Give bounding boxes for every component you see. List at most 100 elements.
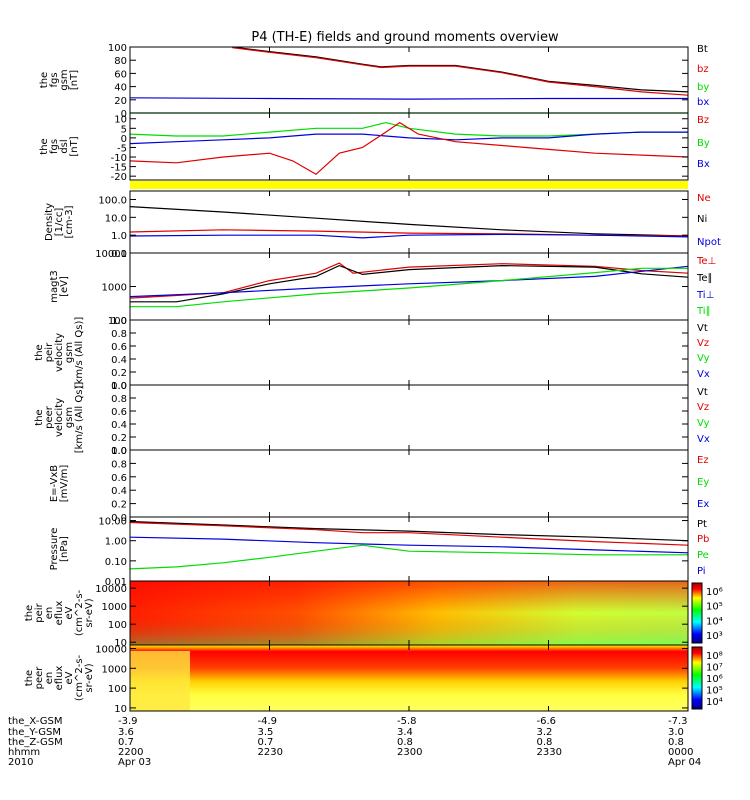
y-tick-label: 5	[121, 124, 127, 135]
y-tick-label: 100	[108, 316, 127, 327]
y-axis-label: (cm^2-s-	[74, 654, 85, 701]
legend-entry: Ey	[697, 477, 709, 488]
footer-value: -3.9	[118, 716, 138, 727]
legend-entry: Vy	[697, 353, 710, 364]
legend-entry: Pb	[697, 534, 709, 545]
y-axis-label: Pressure	[49, 528, 60, 571]
legend-entry: Pe	[697, 550, 709, 561]
series-line-black	[232, 46, 689, 93]
footer-value: 2330	[537, 747, 562, 758]
legend-entry: Pi	[697, 566, 706, 577]
panel-ground-density: 0.1 1.0 10.0 100.0 Density [1/cc] [cm-3] Ne Ni Np…	[44, 190, 721, 260]
legend-entry: Vx	[697, 369, 710, 380]
panel-frame	[129, 190, 689, 254]
footer-value: 0.8	[668, 737, 684, 748]
colorbar-label: 10³	[706, 631, 723, 642]
footer-value: -7.3	[668, 716, 688, 727]
y-tick-label: 0.2	[111, 500, 127, 511]
panel-peir-velocity: 0.0 0.2 0.4 0.6 0.8 1.0 the peir velocity gsm [km/…	[34, 316, 710, 392]
y-axis-label: [mV/m]	[59, 465, 70, 503]
y-axis-label: eV	[64, 606, 75, 619]
y-axis-label: the	[34, 344, 45, 360]
y-tick-label: 10	[114, 115, 127, 126]
plot-title: P4 (TH-E) fields and ground moments over…	[251, 30, 559, 45]
panel-frame	[129, 319, 689, 386]
footer-value: 3.4	[397, 727, 413, 738]
panel-frame	[129, 384, 689, 451]
y-tick-label: 0.2	[111, 368, 127, 379]
y-tick-label: 0.4	[111, 486, 127, 497]
y-tick-label: -10	[111, 153, 127, 164]
y-axis-label: [cm-3]	[64, 205, 75, 238]
y-axis-label: peir	[34, 602, 45, 622]
y-tick-label: 10	[114, 704, 127, 715]
y-axis-label: sr-eV)	[84, 663, 95, 692]
y-axis-label: eflux	[54, 601, 65, 626]
y-tick-label: 100	[108, 684, 127, 695]
y-tick-label: 0.2	[111, 433, 127, 444]
y-axis-label: gsm	[59, 69, 70, 90]
y-tick-label: 40	[114, 83, 127, 94]
y-tick-label: 0	[121, 109, 127, 120]
panel-peir-eflux: 10 100 1000 10000 the peir en eflux eV (cm^2-s-sr…	[24, 580, 723, 649]
colorbar-label: 10⁴	[706, 697, 723, 708]
legend-entry: bz	[697, 64, 709, 75]
y-axis-label: en	[44, 672, 55, 685]
y-axis-label: [km/s (All Qs)]	[74, 382, 85, 454]
footer-value: 3.0	[668, 727, 684, 738]
y-axis-label: the	[34, 409, 45, 425]
y-tick-label: -20	[111, 172, 127, 183]
y-tick-label: 10000	[95, 644, 127, 655]
legend-entry: by	[697, 82, 709, 93]
footer-value: Apr 04	[668, 757, 701, 768]
panel-pressure: 0.01 0.10 1.00 10.00 Pressure [nPa] Pt Pb Pe Pi	[49, 516, 709, 588]
legend-entry: Ex	[697, 499, 709, 510]
spectrogram-fill	[130, 645, 688, 711]
y-tick-label: 0.6	[111, 342, 127, 353]
footer-value: 0.8	[397, 737, 413, 748]
colorbar-label: 10⁸	[706, 651, 723, 662]
footer-label: the_X-GSM	[8, 716, 62, 727]
panel-frame	[129, 252, 689, 321]
legend-entry: Vz	[697, 402, 709, 413]
y-tick-label: 100	[108, 620, 127, 631]
footer-value: 0.7	[118, 737, 134, 748]
footer-label: the_Z-GSM	[8, 737, 63, 748]
y-axis-label: [nT]	[69, 136, 80, 156]
y-tick-label: 1.00	[105, 537, 127, 548]
y-axis-label: the	[24, 670, 35, 686]
y-tick-label: 10.00	[98, 517, 127, 528]
y-tick-label: 100.0	[98, 196, 127, 207]
y-axis-label: [nPa]	[59, 536, 70, 562]
y-tick-label: 10	[114, 638, 127, 649]
y-tick-label: 1000	[102, 602, 127, 613]
series-line-blue	[129, 536, 689, 554]
y-tick-label: 0.01	[105, 577, 127, 588]
series-line-green	[129, 544, 688, 570]
y-axis-label: the	[24, 605, 35, 621]
spectrogram-early-band	[130, 651, 190, 711]
y-tick-label: 60	[114, 69, 127, 80]
legend-entry: Ez	[697, 455, 709, 466]
footer-value: 3.5	[258, 727, 274, 738]
y-tick-label: 0.4	[111, 420, 127, 431]
y-tick-label: 10000	[95, 584, 127, 595]
panel-e-field: 0.0 0.2 0.4 0.6 0.8 1.0 E=-VxB [mV/m] Ez Ey Ex	[49, 446, 709, 524]
y-axis-label: en	[44, 607, 55, 620]
legend-entry: Ne	[697, 193, 711, 204]
y-tick-label: 0.0	[111, 446, 127, 457]
colorbar-label: 10⁵	[706, 602, 723, 613]
series-line-blue	[129, 97, 688, 100]
y-tick-label: 0.4	[111, 355, 127, 366]
y-axis-label: dsl	[59, 139, 70, 153]
y-tick-label: 1000	[102, 664, 127, 675]
legend-entry: Pt	[697, 519, 707, 530]
series-line-red	[129, 262, 689, 299]
y-tick-label: 0.8	[111, 394, 127, 405]
legend-entry: Npot	[697, 237, 721, 248]
y-axis-label: the	[39, 138, 50, 154]
y-axis-label: [km/s (All Qs)]	[74, 317, 85, 389]
series-line-green	[130, 267, 688, 308]
y-axis-label: [eV]	[59, 276, 70, 297]
y-axis-label: E=-VxB	[49, 465, 60, 502]
